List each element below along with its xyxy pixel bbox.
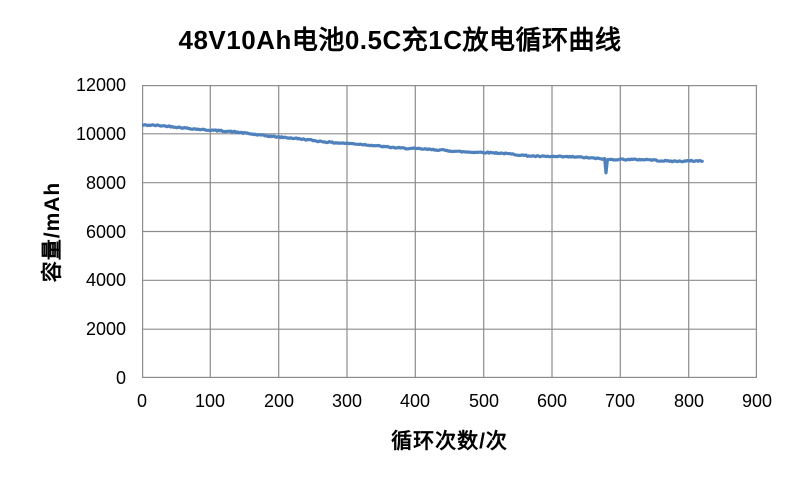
plot-svg — [142, 85, 757, 378]
plot-area — [142, 85, 757, 378]
x-tick-label: 200 — [263, 391, 295, 411]
data-line — [142, 123, 704, 175]
plot-border — [142, 85, 757, 378]
y-tick-label: 2000 — [85, 319, 126, 339]
x-tick-label: 300 — [331, 391, 363, 411]
x-tick-label: 600 — [536, 391, 568, 411]
x-axis-title: 循环次数/次 — [391, 430, 508, 453]
x-tick-label: 900 — [741, 391, 773, 411]
x-tick-label: 800 — [673, 391, 705, 411]
y-tick-label: 10000 — [75, 124, 126, 144]
y-tick-label: 4000 — [85, 270, 126, 290]
y-tick-label: 6000 — [85, 222, 126, 242]
x-tick-label: 400 — [399, 391, 431, 411]
x-tick-label: 500 — [468, 391, 500, 411]
y-tick-label: 0 — [115, 368, 126, 388]
y-tick-label: 12000 — [75, 75, 126, 95]
x-tick-label: 100 — [194, 391, 226, 411]
x-tick-label: 0 — [136, 391, 147, 411]
x-tick-label: 700 — [604, 391, 636, 411]
y-tick-label: 8000 — [85, 173, 126, 193]
gridlines — [142, 85, 757, 378]
chart-title: 48V10Ah电池0.5C充1C放电循环曲线 — [178, 25, 622, 55]
